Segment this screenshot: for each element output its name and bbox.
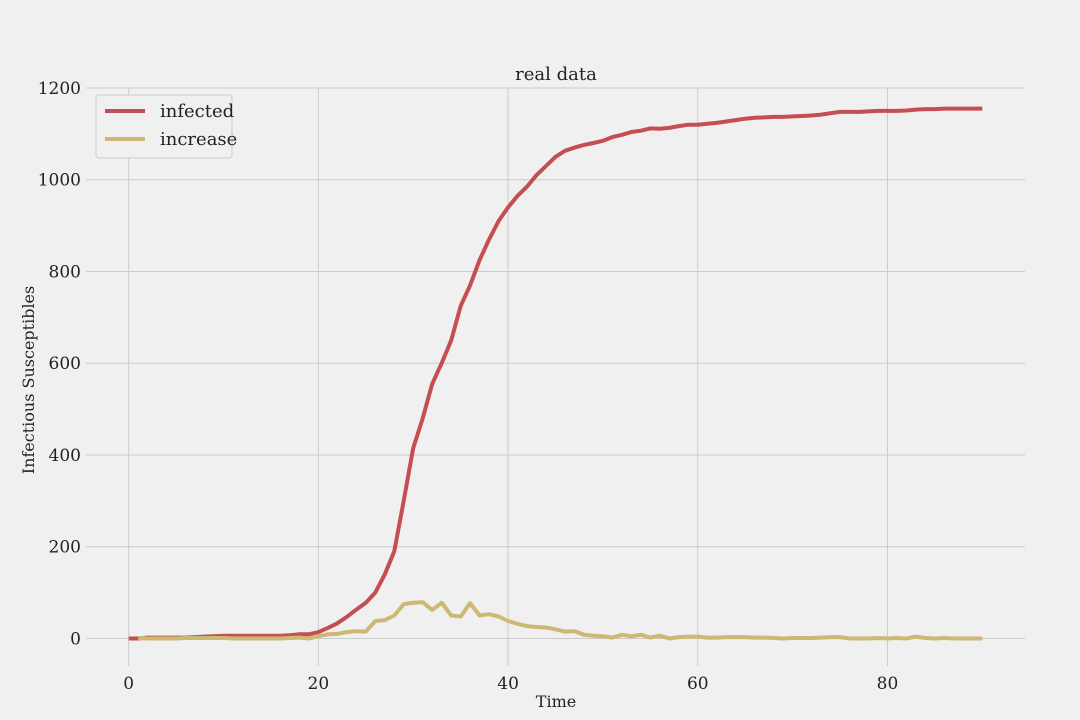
chart-title: real data [515,64,597,85]
series-layer [128,106,983,641]
legend: infected increase [95,94,237,159]
y-tick-label: 1000 [38,171,81,191]
legend-label-infected: infected [160,101,234,122]
series-line-infected [128,106,983,641]
x-tick-label: 60 [687,674,709,694]
grid [86,87,1025,666]
x-tick-label: 80 [877,674,899,694]
legend-label-increase: increase [160,129,237,150]
y-tick-label: 1200 [38,79,81,99]
y-tick-label: 0 [70,629,81,649]
x-tick-label: 20 [308,674,330,694]
series-line-increase [138,600,983,641]
x-tick-label: 0 [123,674,134,694]
x-tick-label: 40 [497,674,519,694]
y-tick-label: 200 [49,538,81,558]
y-tick-label: 400 [49,446,81,466]
x-axis-label: Time [536,692,576,711]
y-axis-label: Infectious Susceptibles [19,286,38,475]
y-tick-label: 600 [49,354,81,374]
y-tick-label: 800 [49,262,81,282]
